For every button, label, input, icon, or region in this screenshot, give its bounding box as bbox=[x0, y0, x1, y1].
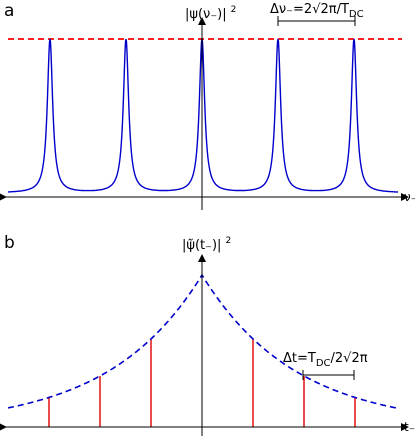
panel-a-spacing-label: Δν₋=2√2π/TDC bbox=[270, 2, 364, 20]
panel-b-ylabel: |ψ̃(t₋)| 2 bbox=[182, 236, 231, 253]
panel-a-xlabel: ν₋ bbox=[404, 190, 415, 204]
panel-b-samples bbox=[48, 338, 356, 427]
panel-a: a |ψ(ν₋)| 2 ν₋ Δν₋=2√2π/TDC bbox=[0, 1, 415, 210]
panel-b-spacing-label: Δt=TDC/2√2π bbox=[283, 351, 368, 369]
panel-b: b |ψ̃(t₋)| 2 t₋ Δt=TDC/2√2π bbox=[0, 233, 415, 436]
panel-a-peaks-curve bbox=[8, 38, 398, 193]
panel-b-envelope-curve bbox=[7, 273, 399, 410]
panel-a-label: a bbox=[4, 1, 14, 21]
panel-a-ylabel: |ψ(ν₋)| 2 bbox=[185, 5, 236, 22]
panel-b-xlabel: t₋ bbox=[404, 420, 415, 434]
panel-b-label: b bbox=[4, 233, 15, 253]
